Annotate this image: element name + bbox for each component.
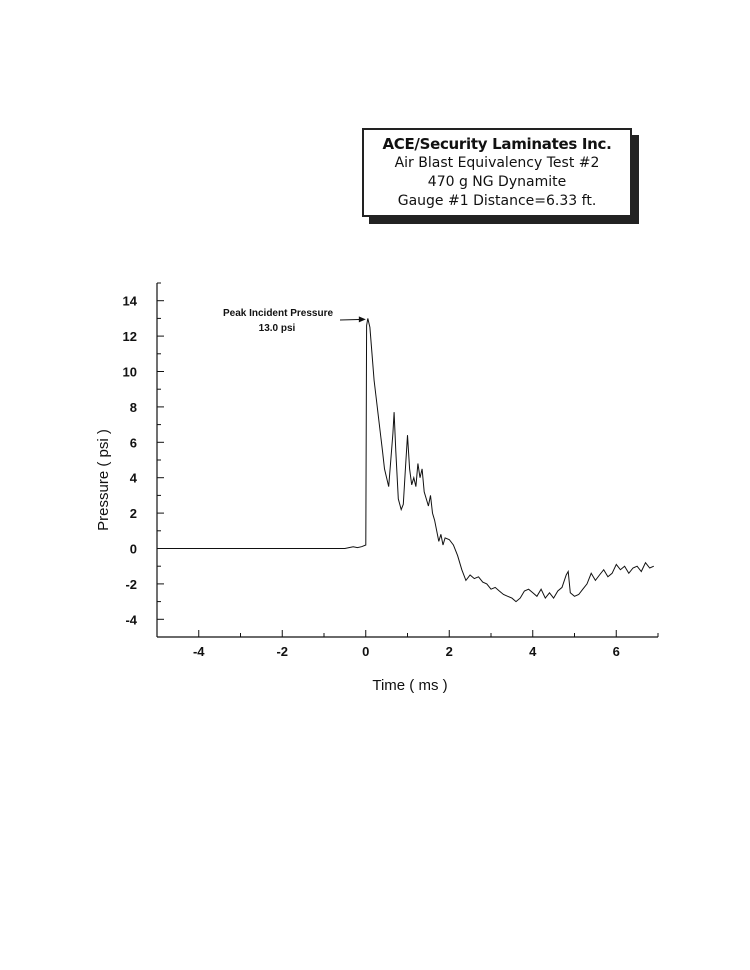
y-tick-label: 12 [123, 329, 137, 344]
pressure-trace-line [157, 318, 655, 603]
chart-axes [156, 283, 658, 638]
x-tick-label: -2 [276, 644, 288, 659]
x-axis-label: Time ( ms ) [372, 677, 447, 694]
info-test-name: Air Blast Equivalency Test #2 [394, 155, 600, 171]
info-charge: 470 g NG Dynamite [427, 174, 567, 190]
y-tick-label: 14 [123, 294, 138, 309]
annotation-arrowhead [358, 316, 366, 323]
x-tick-label: 0 [362, 644, 369, 659]
info-box: ACE/Security Laminates Inc. Air Blast Eq… [362, 128, 632, 217]
info-company: ACE/Security Laminates Inc. [382, 135, 612, 153]
y-tick-label: 6 [130, 435, 137, 450]
x-tick-label: 2 [446, 644, 453, 659]
x-tick-label: 4 [529, 644, 537, 659]
x-tick-label: 6 [613, 644, 620, 659]
x-tick-label: -4 [193, 644, 205, 659]
y-tick-label: -4 [125, 612, 137, 627]
y-tick-label: -2 [125, 577, 137, 592]
info-gauge-distance: Gauge #1 Distance=6.33 ft. [397, 193, 597, 209]
y-tick-label: 0 [130, 542, 137, 557]
chart-ticks: -4 -2 0 2 4 6 -4 -2 0 2 4 6 8 10 12 14 [123, 282, 659, 659]
chart-plot-area [157, 316, 655, 603]
y-tick-label: 8 [130, 400, 137, 415]
annotation-label: Peak Incident Pressure [223, 308, 333, 319]
y-tick-label: 2 [130, 506, 137, 521]
y-tick-label: 4 [130, 471, 138, 486]
y-tick-label: 10 [123, 365, 137, 380]
annotation-value: 13.0 psi [259, 323, 296, 334]
y-axis-label: Pressure ( psi ) [95, 429, 112, 531]
